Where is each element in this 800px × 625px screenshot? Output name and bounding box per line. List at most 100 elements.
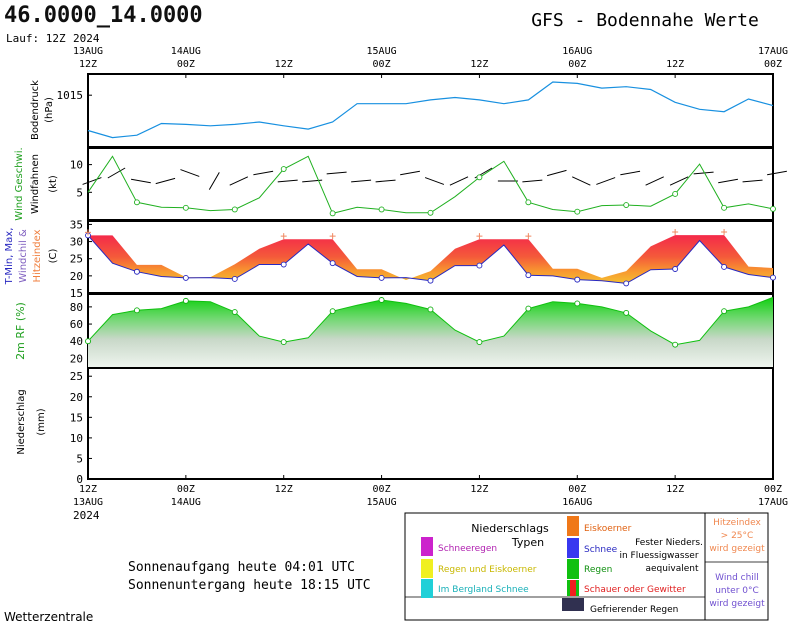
- rh-label: 2m RF (%): [14, 302, 27, 360]
- data-point: [231, 206, 238, 213]
- wind-barb: [596, 177, 616, 185]
- wind-barb: [180, 169, 200, 177]
- data-point: [672, 191, 679, 197]
- bottom-axis-date: 13AUG: [73, 497, 103, 508]
- top-axis-hour: 00Z: [568, 59, 586, 70]
- wind-barb: [130, 178, 151, 184]
- tmin-point: [280, 261, 287, 268]
- precip-tick-label: 0: [76, 473, 83, 486]
- chart-title: GFS - Bodennahe Werte: [531, 10, 759, 31]
- pressure-label: Bodendruck: [30, 80, 41, 140]
- top-axis-date: 17AUG: [758, 46, 788, 57]
- wind-barb: [253, 170, 274, 176]
- data-point: [770, 205, 776, 212]
- temp-ticks: 15 20 25 30 35: [70, 218, 92, 300]
- bottom-axis-hour: 00Z: [373, 484, 391, 495]
- wind-barb: [229, 176, 249, 186]
- legend-chill-3: wird gezeigt: [709, 599, 765, 609]
- rh-ticks: 20 40 60 80: [70, 301, 92, 365]
- bottom-year: 2024: [73, 509, 100, 522]
- wind-barb: [718, 178, 739, 184]
- wind-barb: [424, 177, 445, 185]
- legend-chill-2: unter 0°C: [715, 586, 759, 596]
- rh-point: [427, 306, 434, 313]
- wind-barb: [522, 179, 543, 183]
- legend-hitze-2: > 25°C: [721, 531, 754, 541]
- wind-label: Wind Geschwi.: [14, 147, 25, 220]
- legend-schauer: Schauer oder Gewitter: [584, 585, 686, 595]
- tmin-point: [133, 268, 140, 275]
- top-axis-date: 13AUG: [73, 46, 103, 57]
- temp-tick-label: 35: [70, 218, 83, 231]
- frame-pressure: [87, 73, 774, 148]
- wind-barb: [449, 176, 469, 186]
- humidity-panel: 2m RF (%) 20 40 60 80: [14, 296, 774, 367]
- pressure-panel: Bodendruck (hPa) 1015: [30, 80, 774, 140]
- legend-regen-eis: Regen und Eiskoerner: [438, 565, 537, 575]
- legend-hitze-3: wird gezeigt: [709, 544, 765, 554]
- wind-barb: [208, 172, 220, 190]
- data-point: [427, 209, 434, 216]
- swatch-regen-eis: [421, 559, 433, 578]
- wind-barb: [375, 179, 396, 183]
- bottom-axis-hour: 00Z: [568, 484, 586, 495]
- data-point: [476, 174, 483, 181]
- heat-index-marker: [525, 233, 532, 240]
- tmin-point: [574, 276, 581, 283]
- precipitation-panel: Niederschlag (mm) 0 5 10 15 20 25: [16, 370, 92, 486]
- precip-tick-label: 10: [70, 432, 83, 445]
- tmin-point: [329, 260, 336, 267]
- rh-tick-label: 40: [70, 335, 83, 348]
- top-axis-hour: 12Z: [470, 59, 488, 70]
- legend-schnee: Schnee: [584, 545, 618, 555]
- pressure-line: [87, 81, 774, 139]
- legend-hitze-1: Hitzeindex: [713, 518, 761, 528]
- heat-index-marker: [85, 229, 91, 236]
- top-axis-hour: 12Z: [666, 59, 684, 70]
- top-axis-date: 14AUG: [171, 46, 201, 57]
- wind-barb: [547, 169, 567, 177]
- wind-barb: [326, 171, 347, 175]
- legend-schneeregen: Schneeregen: [438, 544, 497, 554]
- legend-gefrierend: Gefrierender Regen: [590, 605, 678, 615]
- temp-tick-label: 20: [70, 270, 83, 283]
- wind-tick-label: 5: [76, 186, 83, 199]
- rh-point: [182, 297, 189, 304]
- wind-barb: [620, 170, 641, 176]
- tmin-point: [525, 272, 532, 279]
- tmin-point: [231, 275, 238, 282]
- bottom-axis-hour: 12Z: [470, 484, 488, 495]
- top-axis-hour: 12Z: [79, 59, 97, 70]
- run-year: 2024: [73, 32, 100, 45]
- wind-unit: (kt): [48, 175, 59, 193]
- precip-label: Niederschlag: [16, 389, 27, 454]
- data-point: [280, 166, 287, 172]
- sunset-text: Sonnenuntergang heute 18:15 UTC: [128, 578, 371, 593]
- frame-wind: [87, 147, 774, 221]
- wind-barb: [767, 170, 787, 176]
- frame-precip: [87, 367, 774, 480]
- tmin-point: [721, 263, 728, 270]
- heat-index-marker: [476, 233, 483, 240]
- top-time-axis: 13AUG 12Z 14AUG 00Z 12Z 15AUG 00Z 12Z 16AUG 00Z 12…: [73, 46, 788, 78]
- rh-point: [231, 309, 238, 315]
- legend-bergland: Im Bergland Schnee: [438, 585, 529, 595]
- data-point: [721, 204, 728, 211]
- wind-barb: [351, 179, 372, 183]
- wind-tick-label: 10: [70, 159, 83, 172]
- pressure-unit: (hPa): [44, 97, 55, 123]
- precip-ticks: 0 5 10 15 20 25: [70, 370, 92, 486]
- wind-barb: [155, 177, 176, 185]
- precip-tick-label: 5: [76, 452, 83, 465]
- temp-label-2: Windchil &: [18, 229, 29, 283]
- tmin-point: [378, 274, 385, 281]
- temp-tick-label: 30: [70, 236, 83, 249]
- legend-side-box: [704, 512, 769, 621]
- precip-unit: (mm): [36, 408, 47, 435]
- wind-markers: [133, 166, 776, 217]
- heat-index-marker: [721, 229, 728, 236]
- heat-index-marker: [329, 233, 336, 240]
- heat-index-marker: [672, 229, 679, 236]
- rh-point: [721, 308, 728, 315]
